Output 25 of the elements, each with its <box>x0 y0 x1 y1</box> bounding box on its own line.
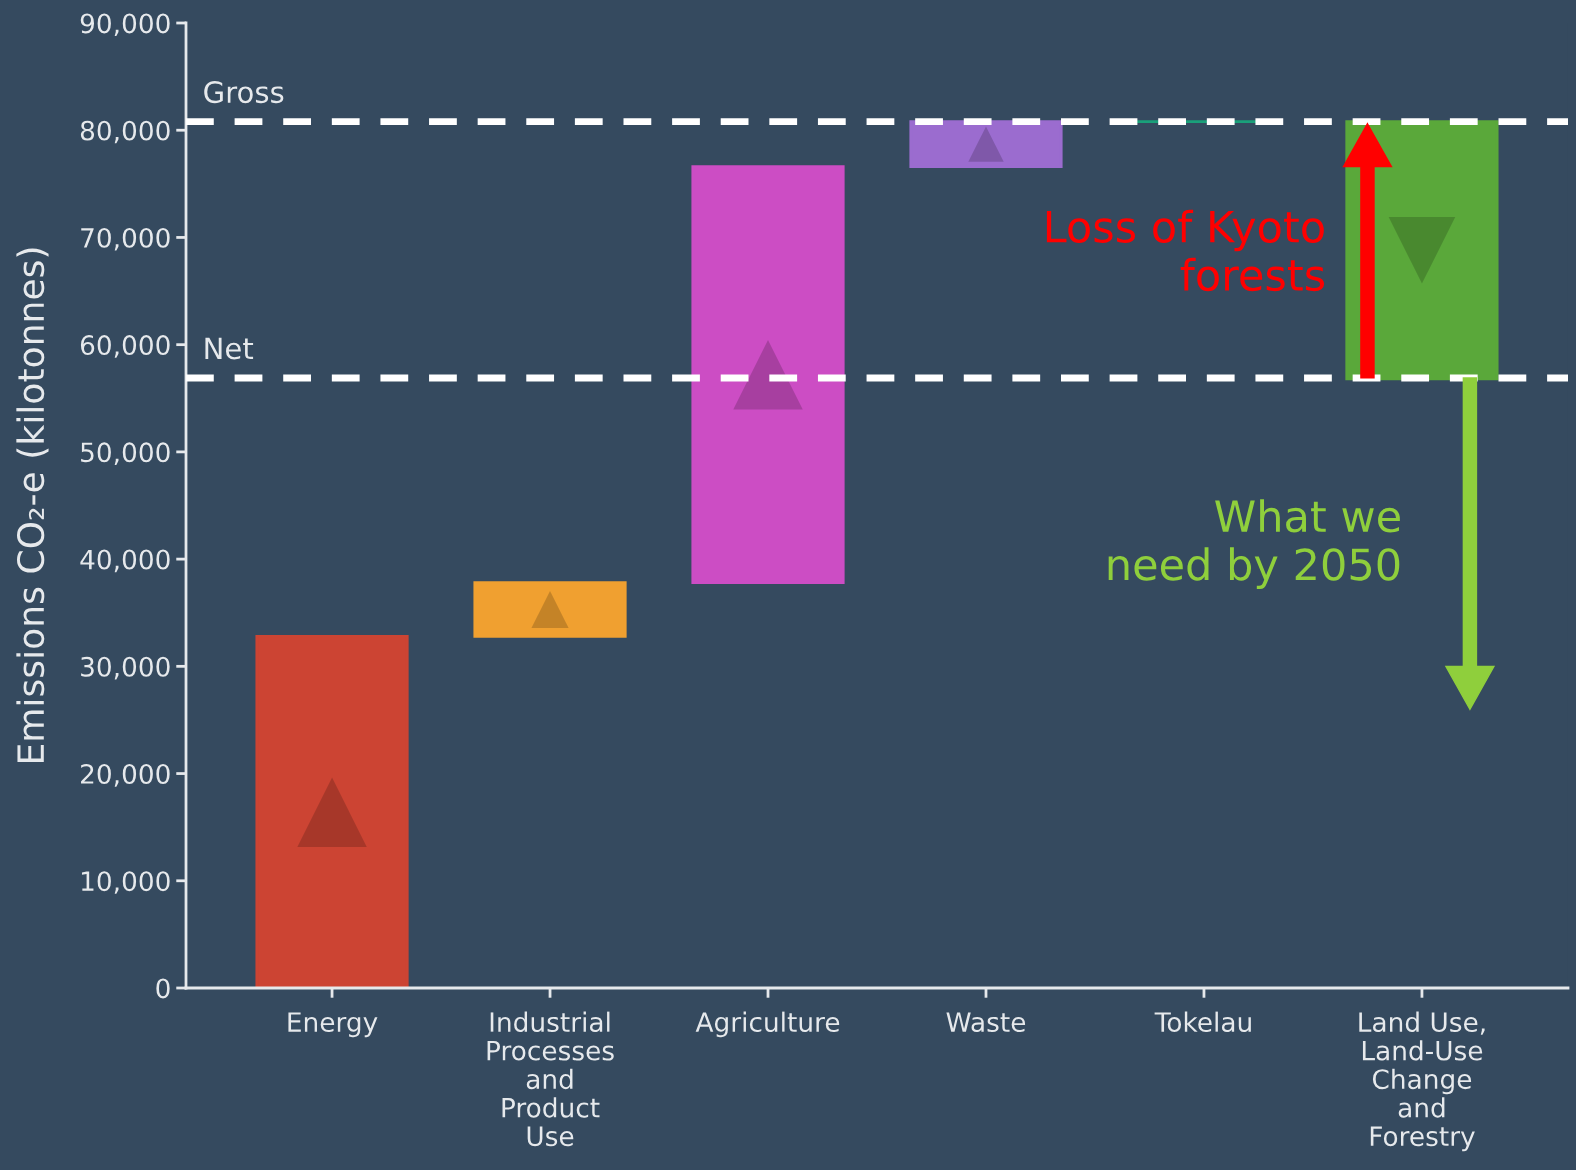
y-axis-title: Emissions CO₂-e (kilotonnes) <box>16 248 49 762</box>
y-tick-label: 40,000 <box>80 549 170 573</box>
y-tick-label: 80,000 <box>80 120 170 144</box>
y-tick-label: 20,000 <box>81 764 170 787</box>
bar <box>255 634 409 988</box>
x-tick-label: Agriculture <box>695 1011 840 1038</box>
bar <box>691 165 845 585</box>
ref-line-label: Net <box>205 337 254 360</box>
y-tick-label: 0 <box>156 978 170 999</box>
x-tick-label: Industrial Processes and Product Use <box>487 1011 614 1147</box>
bar <box>909 120 1063 169</box>
bar <box>473 581 627 638</box>
x-tick-label: Land Use, Land-Use Change and Forestry <box>1359 1011 1485 1152</box>
y-tick-label: 70,000 <box>81 227 170 251</box>
annotation: Loss of Kyoto forests <box>1046 209 1325 292</box>
y-tick-label: 30,000 <box>81 656 170 680</box>
ref-line-label: Gross <box>204 81 284 104</box>
y-tick-label: 60,000 <box>80 335 170 358</box>
annotation: What we need by 2050 <box>1108 499 1400 590</box>
x-tick-label: Energy <box>288 1012 378 1038</box>
x-tick-label: Tokelau <box>1154 1011 1251 1033</box>
y-tick-label: 10,000 <box>81 871 170 894</box>
x-tick-label: Waste <box>946 1012 1026 1033</box>
y-tick-label: 90,000 <box>80 13 170 37</box>
y-tick-label: 50,000 <box>81 442 170 465</box>
